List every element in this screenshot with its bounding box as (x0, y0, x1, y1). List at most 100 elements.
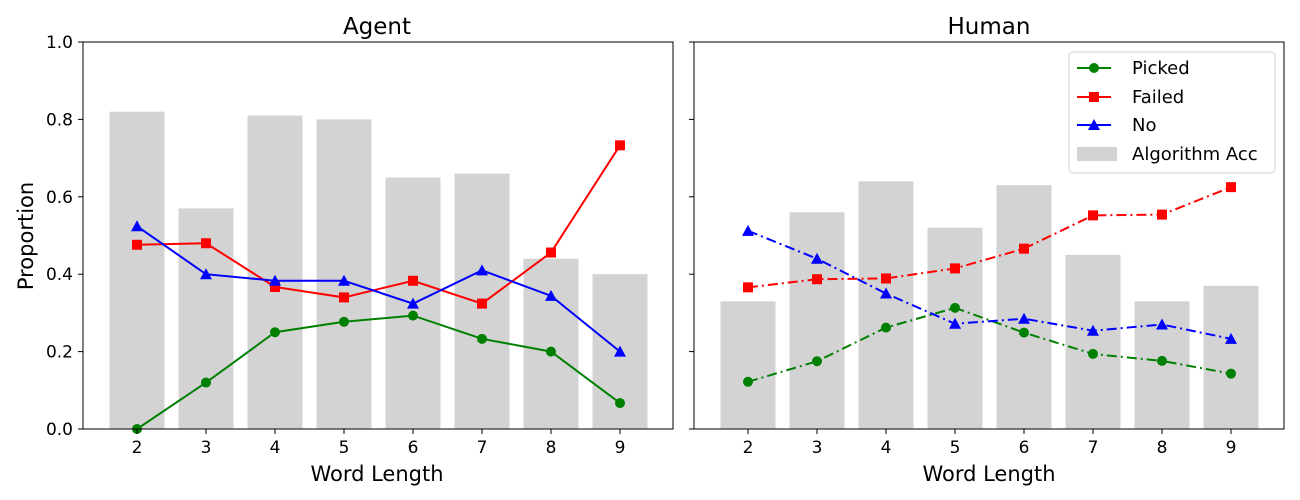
human-panel: Human Word Length 2 3 4 5 6 7 8 9 (689, 14, 1285, 486)
agent-no-point-4 (269, 274, 281, 286)
agent-series-no (131, 220, 626, 357)
agent-xtick-label-8: 8 (546, 438, 557, 458)
human-y-axis (689, 41, 694, 430)
agent-ytick-label-0.0: 0.0 (46, 420, 73, 440)
human-picked-point-9 (1226, 368, 1236, 379)
legend-picked-marker (1089, 63, 1099, 73)
agent-picked-point-8 (546, 346, 556, 357)
agent-xlabel: Word Length (310, 462, 443, 486)
agent-xtick-label-2: 2 (132, 438, 143, 458)
human-xtick-label-6: 6 (1019, 438, 1030, 458)
human-series-no (742, 224, 1237, 344)
human-title: Human (948, 14, 1031, 40)
human-failed-point-8 (1157, 209, 1167, 220)
agent-failed-point-9 (615, 140, 625, 151)
agent-line-failed (136, 144, 621, 305)
agent-xtick-label-5: 5 (339, 438, 350, 458)
agent-picked-point-6 (408, 310, 418, 321)
human-no-point-5 (949, 317, 961, 329)
human-picked-point-6 (1019, 327, 1029, 338)
human-xtick-label-2: 2 (743, 438, 754, 458)
agent-series-picked (132, 310, 625, 434)
legend-picked-label: Picked (1132, 58, 1190, 79)
agent-ylabel: Proportion (14, 182, 38, 290)
human-failed-point-6 (1019, 243, 1029, 254)
human-bar-2 (720, 301, 776, 429)
human-line-failed (747, 186, 1232, 289)
agent-line-no (136, 225, 621, 353)
agent-bars (109, 111, 648, 430)
agent-line-picked (136, 314, 621, 430)
legend-failed-marker (1089, 92, 1099, 102)
legend-algorithm-acc-label: Algorithm Acc (1132, 144, 1258, 165)
agent-failed-point-6 (408, 275, 418, 286)
agent-picked-point-7 (477, 333, 487, 344)
human-x-axis: 2 3 4 5 6 7 8 9 (743, 429, 1236, 458)
legend-entry-algorithm-acc: Algorithm Acc (1077, 144, 1258, 165)
agent-no-point-9 (614, 345, 626, 357)
human-picked-point-2 (743, 376, 753, 387)
legend-entry-no: No (1077, 115, 1156, 136)
agent-failed-point-3 (201, 238, 211, 249)
agent-picked-point-9 (615, 398, 625, 409)
agent-no-point-7 (476, 264, 488, 276)
agent-title: Agent (343, 14, 411, 40)
human-plot-frame (693, 41, 1285, 430)
human-xtick-label-5: 5 (950, 438, 961, 458)
human-no-point-9 (1225, 332, 1237, 344)
human-no-point-2 (742, 224, 754, 236)
human-failed-point-4 (881, 273, 891, 284)
human-picked-point-8 (1157, 355, 1167, 366)
human-bar-4 (858, 181, 914, 429)
human-xtick-label-4: 4 (881, 438, 892, 458)
agent-no-point-6 (407, 297, 419, 309)
agent-picked-point-4 (270, 327, 280, 338)
legend-entry-failed: Failed (1077, 87, 1184, 108)
human-xtick-label-8: 8 (1157, 438, 1168, 458)
human-failed-point-5 (950, 263, 960, 274)
agent-picked-point-5 (339, 316, 349, 327)
agent-plot-frame (82, 41, 674, 430)
human-bar-6 (996, 185, 1052, 429)
agent-bar-8 (523, 258, 579, 429)
human-no-point-8 (1156, 318, 1168, 330)
human-no-point-7 (1087, 324, 1099, 336)
agent-failed-point-2 (132, 239, 142, 250)
human-picked-point-5 (950, 302, 960, 313)
legend-no-marker (1088, 119, 1100, 130)
agent-failed-point-4 (270, 281, 280, 292)
agent-x-axis: 2 3 4 5 6 7 8 9 (132, 429, 626, 458)
legend-failed-label: Failed (1132, 87, 1184, 108)
human-xtick-label-7: 7 (1088, 438, 1099, 458)
agent-ytick-label-0.8: 0.8 (46, 110, 73, 130)
agent-no-point-5 (338, 274, 350, 286)
agent-xtick-label-9: 9 (615, 438, 626, 458)
agent-no-point-2 (131, 220, 143, 232)
agent-picked-point-3 (201, 377, 211, 388)
human-picked-point-4 (881, 322, 891, 333)
legend-box (1068, 51, 1276, 174)
agent-failed-point-7 (477, 298, 487, 309)
human-no-point-3 (811, 252, 823, 264)
human-bars (720, 181, 1259, 429)
agent-ytick-label-0.4: 0.4 (46, 265, 73, 285)
agent-failed-point-5 (339, 292, 349, 303)
human-picked-point-3 (812, 356, 822, 367)
agent-failed-point-8 (546, 247, 556, 258)
agent-bar-2 (109, 111, 165, 429)
agent-y-axis: 0.0 0.2 0.4 0.6 0.8 1.0 (46, 33, 83, 440)
agent-ytick-label-1.0: 1.0 (46, 33, 73, 53)
human-failed-point-2 (743, 282, 753, 293)
legend-no-label: No (1132, 115, 1156, 136)
agent-xtick-label-3: 3 (201, 438, 212, 458)
agent-panel: Agent Word Length Proportion 2 3 4 5 6 7 8 9 0.0… (14, 14, 674, 486)
human-line-picked (747, 306, 1232, 383)
human-failed-point-7 (1088, 210, 1098, 221)
human-series-picked (743, 302, 1236, 387)
human-series-failed (743, 182, 1236, 293)
legend-algorithm-acc-swatch (1077, 147, 1117, 161)
human-picked-point-7 (1088, 348, 1098, 359)
human-no-point-6 (1018, 312, 1030, 324)
agent-bar-5 (316, 119, 372, 430)
